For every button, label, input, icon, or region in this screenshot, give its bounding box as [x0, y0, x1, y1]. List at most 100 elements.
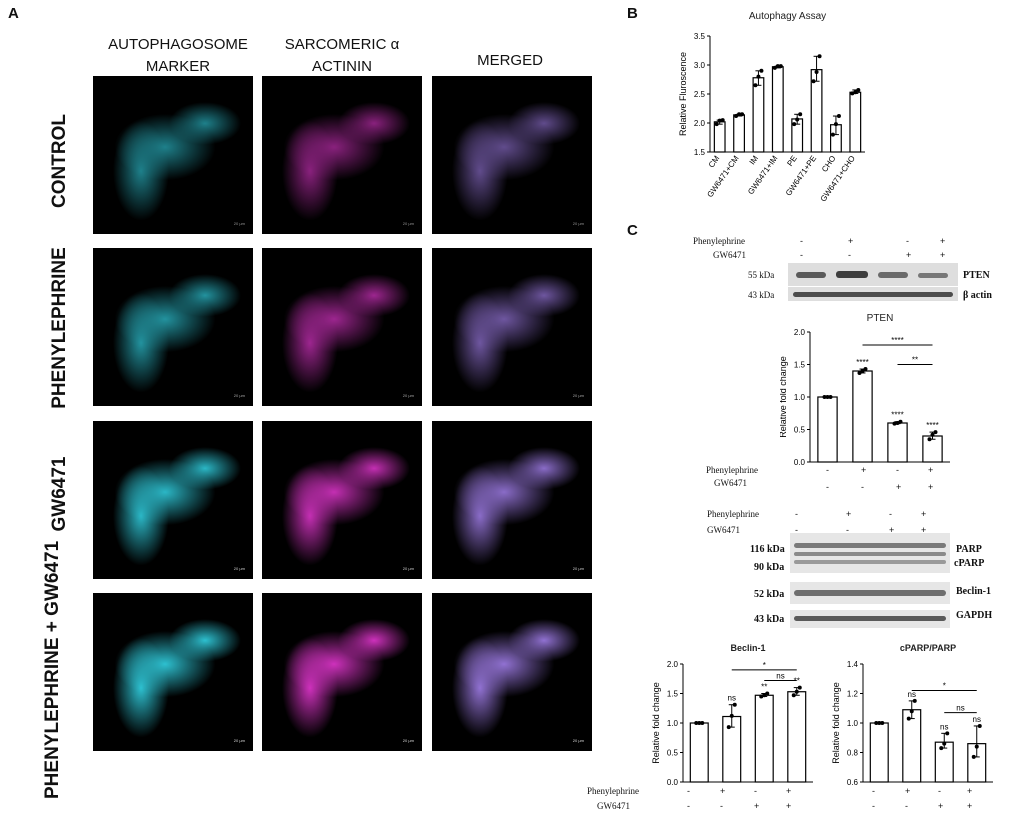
- y-tick-label: 0.0: [667, 778, 679, 787]
- y-tick-label: 2.5: [694, 90, 706, 99]
- pten-chart-row-label-pe: Phenylephrine: [706, 465, 758, 475]
- significance-bracket-label: ns: [776, 672, 784, 681]
- x-tick-label: IM: [748, 154, 761, 167]
- pten-chart-sign: +: [861, 465, 867, 475]
- pten-blot-sign: +: [906, 250, 912, 260]
- gapdh-band-label: GAPDH: [956, 610, 993, 621]
- data-point: [792, 122, 797, 127]
- data-point: [898, 419, 903, 424]
- significance-label: ****: [926, 421, 938, 430]
- data-point: [892, 421, 897, 426]
- scale-bar: 20 µm: [233, 566, 245, 571]
- scale-bar: 20 µm: [402, 738, 414, 743]
- scale-bar: 20 µm: [572, 738, 584, 743]
- significance-bracket-label: *: [763, 661, 766, 670]
- data-point: [798, 112, 803, 117]
- data-point: [811, 79, 816, 84]
- significance-bracket-label: ns: [956, 704, 964, 713]
- data-point: [753, 83, 758, 88]
- data-point: [874, 721, 879, 725]
- parp-blot-sign: -: [795, 525, 798, 535]
- y-tick-label: 1.0: [847, 719, 859, 728]
- micrograph-phenylephrine-actinin: 20 µm: [262, 248, 422, 406]
- data-point: [830, 132, 835, 137]
- row-label-phenylephrine: PHENYLEPHRINE: [49, 247, 70, 409]
- y-tick-label: 3.0: [694, 61, 706, 70]
- significance-label: ns: [908, 690, 916, 699]
- beclin-chart-row-label-pe: Phenylephrine: [587, 786, 639, 796]
- parp-blot-row-label-pe: Phenylephrine: [707, 509, 759, 519]
- significance-bracket-label: **: [912, 356, 918, 365]
- x-tick-label: CM: [707, 154, 722, 170]
- pten-chart-sign: -: [896, 465, 899, 475]
- cparp-chart-sign: +: [967, 786, 973, 796]
- micrograph-control-actinin: 20 µm: [262, 76, 422, 234]
- y-tick-label: 1.0: [794, 393, 806, 402]
- cparp-chart-sign: +: [938, 801, 944, 811]
- y-axis-label: Relative Fluroscence: [678, 52, 688, 136]
- pten-blot-row-label-pe: Phenylephrine: [693, 236, 745, 246]
- pten-band: [918, 273, 948, 278]
- significance-label: ns: [940, 722, 948, 731]
- beclin-chart-sign: -: [754, 786, 757, 796]
- parp-blot-row-label-gw: GW6471: [707, 525, 740, 535]
- y-axis-label: Relative fold change: [780, 356, 788, 438]
- bar: [849, 91, 862, 153]
- parp-blot-strip: [790, 533, 950, 573]
- pten-band: [836, 271, 868, 278]
- chart-title: Autophagy Assay: [749, 11, 826, 22]
- pten-chart: PTEN 0.0 0.5 1.0 1.5 2.0 Relative fold change *…: [780, 313, 950, 467]
- y-tick-label: 3.5: [694, 32, 706, 41]
- scale-bar: 20 µm: [402, 221, 414, 226]
- pten-blot-kda-55: 55 kDa: [748, 270, 775, 280]
- pten-blot-strip: [788, 263, 958, 286]
- data-point: [772, 65, 777, 70]
- pten-chart-sign: +: [896, 482, 902, 492]
- chart-title: cPARP/PARP: [900, 643, 956, 653]
- data-point: [825, 395, 830, 399]
- data-point: [814, 69, 819, 74]
- pten-blot-sign: +: [848, 236, 854, 246]
- parp-blot-sign: +: [846, 509, 852, 519]
- y-tick-label: 2.0: [794, 328, 806, 337]
- data-point: [720, 118, 725, 123]
- data-point: [759, 694, 764, 699]
- beclin-band-label: Beclin-1: [956, 586, 991, 597]
- pten-blot-sign: +: [940, 250, 946, 260]
- row-label-combined-text: PHENYLEPHRINE + GW6471: [42, 540, 63, 799]
- parp-blot-kda-116: 116 kDa: [750, 544, 785, 555]
- beclin-chart-sign: +: [786, 801, 792, 811]
- data-point: [795, 117, 800, 122]
- parp-blot-sign: -: [846, 525, 849, 535]
- bar: [754, 694, 774, 783]
- actin-band: [793, 292, 953, 297]
- data-point: [726, 725, 731, 730]
- micrograph-phenylephrine-marker: 20 µm: [93, 248, 253, 406]
- significance-label: ns: [973, 715, 981, 724]
- pten-band-label: PTEN: [963, 270, 990, 281]
- y-tick-label: 0.8: [847, 749, 859, 758]
- scale-bar: 20 µm: [233, 738, 245, 743]
- data-point: [927, 437, 932, 442]
- data-point: [778, 64, 783, 69]
- beclin-chart-sign: +: [786, 786, 792, 796]
- bar: [771, 66, 784, 153]
- y-tick-label: 2.0: [694, 119, 706, 128]
- micrograph-combined-marker: 20 µm: [93, 593, 253, 751]
- data-point: [856, 87, 861, 92]
- pten-chart-row-label-gw: GW6471: [714, 478, 747, 488]
- data-point: [836, 114, 841, 119]
- data-point: [817, 54, 822, 59]
- micrograph-combined-actinin: 20 µm: [262, 593, 422, 751]
- parp-blot-sign: -: [795, 509, 798, 519]
- bar: [852, 370, 873, 463]
- beclin-chart: Beclin-1 0.0 0.5 1.0 1.5 2.0 Relative fold cha…: [651, 643, 813, 787]
- pten-blot-row-label-gw: GW6471: [713, 250, 746, 260]
- micrograph-combined-merged: 20 µm: [432, 593, 592, 751]
- pten-blot-sign: -: [906, 236, 909, 246]
- actin-blot-strip: [788, 287, 958, 301]
- cparp-chart: cPARP/PARP 0.6 0.8 1.0 1.2 1.4 Relative fold c…: [831, 643, 993, 787]
- bar: [817, 396, 838, 463]
- pten-chart-sign: -: [826, 482, 829, 492]
- bar: [689, 722, 709, 783]
